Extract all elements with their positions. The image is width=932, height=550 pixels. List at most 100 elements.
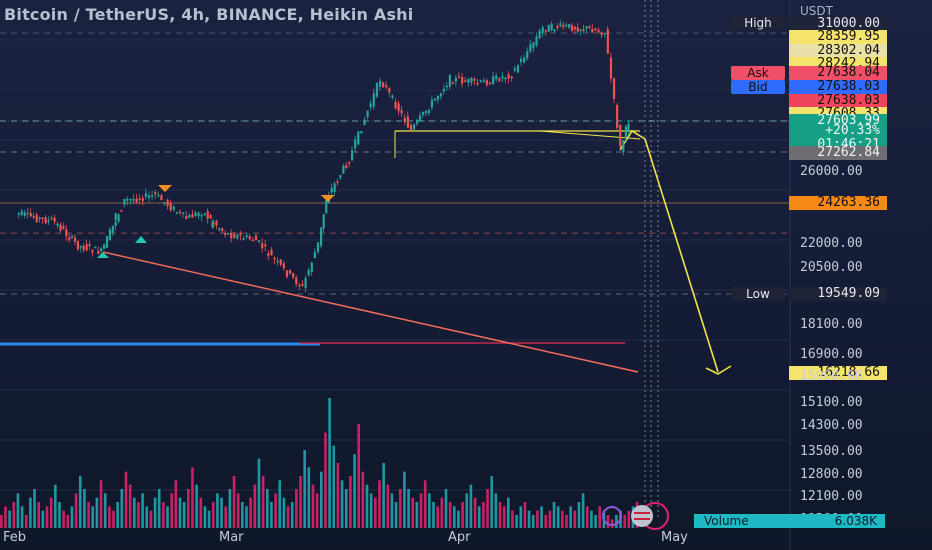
volume-bar: [49, 497, 53, 528]
volume-bar: [12, 502, 16, 528]
candle-body: [38, 217, 41, 219]
candle-body: [624, 126, 628, 139]
candle-body: [248, 236, 251, 240]
volume-bar: [24, 515, 28, 528]
candle-body: [100, 248, 103, 252]
volume-bar: [278, 480, 282, 528]
candle-body: [504, 77, 507, 80]
candle-body: [62, 226, 65, 229]
bid-label: Bid: [731, 80, 785, 94]
candle-body: [304, 277, 307, 289]
candle-body: [215, 220, 218, 226]
candle-body: [103, 244, 106, 249]
range-slope-line: [539, 130, 641, 140]
volume-bar: [398, 489, 402, 528]
candle-body: [360, 131, 363, 134]
volume-bar: [182, 502, 186, 528]
volume-bar: [299, 476, 302, 528]
candle-body: [41, 217, 44, 220]
volume-bar: [502, 506, 506, 528]
candle-body: [154, 192, 157, 195]
candle-body: [47, 220, 50, 222]
candle-body: [603, 32, 606, 35]
volume-bar: [170, 493, 173, 528]
volume-bar: [16, 493, 20, 528]
candle-body: [403, 117, 406, 123]
candle-body: [221, 228, 224, 231]
volume-bar: [507, 497, 510, 528]
candle-body: [570, 25, 574, 31]
candle-body: [363, 119, 366, 125]
candle-body: [591, 28, 594, 33]
volume-bar: [548, 510, 552, 528]
candle-body: [336, 181, 339, 183]
price-tag: 28359.95: [789, 30, 887, 44]
volume-bar: [369, 493, 373, 528]
axis-tick-label: 12100.00: [800, 489, 863, 504]
candle-body: [330, 188, 333, 193]
volume-bar: [561, 510, 564, 528]
candle-body: [282, 263, 285, 269]
candle-body: [236, 234, 239, 239]
candle-body: [442, 88, 446, 92]
volume-bar: [457, 510, 460, 528]
candle-body: [285, 270, 289, 278]
volume-bar: [324, 432, 327, 528]
volume-bar: [116, 502, 119, 528]
candle-body: [547, 25, 550, 32]
volume-bar: [132, 497, 136, 528]
grid: [0, 0, 791, 550]
candle-body: [26, 212, 29, 214]
volume-bar: [8, 510, 11, 528]
volume-bar: [320, 471, 323, 528]
candle-body: [123, 198, 126, 205]
candle-body: [510, 76, 513, 79]
candle-body: [135, 198, 138, 203]
candle-body: [264, 244, 267, 247]
candle-body: [532, 42, 535, 49]
candle-body: [114, 213, 117, 220]
volume-bar: [332, 445, 336, 528]
volume-label: Volume: [704, 514, 749, 528]
volume-bar: [585, 506, 589, 528]
volume-bar: [494, 493, 498, 528]
candle-body: [227, 232, 230, 235]
candle-body: [421, 111, 425, 116]
volume-bar: [623, 515, 626, 528]
candle-body: [224, 233, 227, 236]
volume-bar: [0, 515, 3, 528]
candle-body: [239, 232, 242, 236]
volume-bar: [220, 497, 223, 528]
volume-bar: [627, 510, 631, 528]
drawings[interactable]: [0, 129, 732, 375]
volume-bar: [486, 489, 489, 528]
volume-bar: [390, 493, 394, 528]
candle-body: [203, 213, 206, 215]
signal-marker: [158, 185, 172, 192]
volume-bar: [78, 476, 82, 528]
candles: [17, 19, 630, 293]
price-tag: 27262.84: [789, 146, 887, 160]
candle-body: [495, 75, 498, 80]
candle-body: [251, 239, 254, 242]
volume-bar: [490, 476, 493, 528]
candle-body: [295, 277, 298, 285]
candle-body: [212, 222, 215, 225]
low-label: Low: [731, 287, 785, 301]
candle-body: [32, 216, 35, 218]
candle-body: [258, 240, 261, 242]
candle-body: [488, 82, 492, 85]
volume-bar: [527, 510, 531, 528]
candle-body: [105, 236, 109, 248]
candle-body: [492, 76, 495, 85]
candle-body: [366, 110, 369, 118]
volume-legend[interactable]: Volume 6.038K: [694, 514, 885, 528]
volume-bars: [0, 398, 639, 528]
candle-body: [507, 74, 510, 79]
volume-bar: [157, 489, 161, 528]
candle-body: [126, 199, 129, 201]
horizontal-levels: [0, 32, 790, 295]
candle-body: [519, 58, 523, 63]
